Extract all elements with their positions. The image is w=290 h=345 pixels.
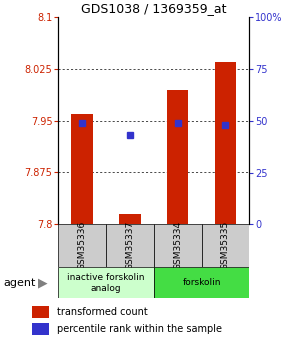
Text: GSM35337: GSM35337 (125, 221, 134, 270)
Text: GSM35335: GSM35335 (221, 221, 230, 270)
Text: percentile rank within the sample: percentile rank within the sample (57, 324, 222, 334)
Text: GSM35336: GSM35336 (77, 221, 86, 270)
Text: inactive forskolin
analog: inactive forskolin analog (67, 273, 145, 293)
Bar (215, 62, 236, 224)
Text: transformed count: transformed count (57, 307, 148, 317)
Bar (106, 224, 154, 267)
Bar (58, 267, 154, 298)
Text: ▶: ▶ (38, 276, 47, 289)
Bar (154, 224, 202, 267)
Title: GDS1038 / 1369359_at: GDS1038 / 1369359_at (81, 2, 226, 15)
Bar (32, 323, 49, 335)
Bar (71, 114, 93, 224)
Bar (119, 214, 141, 224)
Bar (154, 267, 249, 298)
Text: forskolin: forskolin (182, 278, 221, 287)
Text: GSM35334: GSM35334 (173, 221, 182, 270)
Bar (58, 224, 106, 267)
Text: agent: agent (3, 278, 35, 288)
Bar (202, 224, 249, 267)
Bar (167, 90, 189, 224)
Bar (32, 306, 49, 318)
